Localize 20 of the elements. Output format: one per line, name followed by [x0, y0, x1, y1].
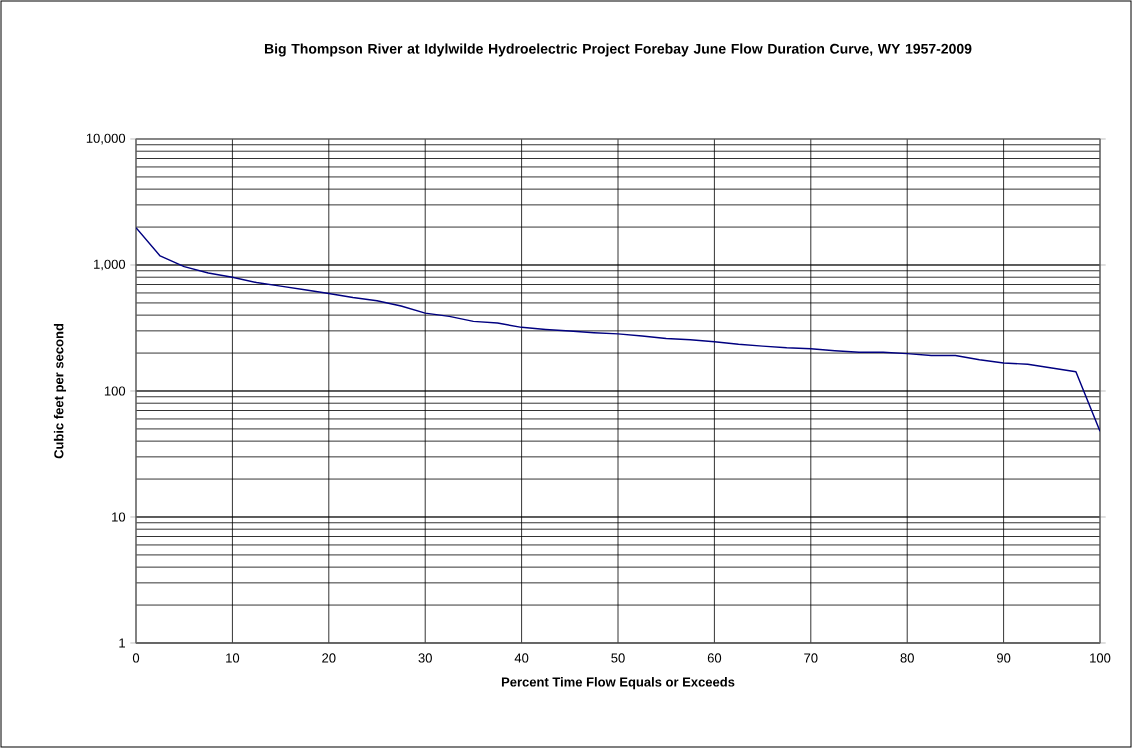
x-tick-label: 100 [1090, 653, 1111, 663]
x-tick-label: 80 [900, 653, 914, 663]
y-axis-title: Cubic feet per second [53, 323, 67, 459]
y-tick-label: 1,000 [94, 259, 126, 271]
x-tick-label: 60 [707, 653, 722, 663]
x-tick-label: 30 [418, 653, 432, 663]
x-tick-label: 20 [322, 653, 336, 663]
y-tick-label: 1 [119, 638, 125, 648]
x-tick-label: 40 [514, 653, 529, 663]
x-tick-label: 70 [804, 653, 818, 663]
x-axis-title: Percent Time Flow Equals or Exceeds [501, 677, 735, 690]
x-tick-label: 50 [611, 653, 625, 663]
y-tick-label: 10 [112, 512, 126, 522]
line-series [136, 226, 1101, 432]
x-tick-label: 0 [132, 653, 140, 663]
x-tick-label: 10 [226, 653, 240, 663]
chart-title: Big Thompson River at Idylwilde Hydroelectric Project Forebay June Flow Duration Curve, WY 1957-2009 [264, 43, 972, 57]
x-tick-label: 90 [996, 653, 1011, 663]
y-tick-label: 100 [104, 386, 126, 396]
y-tick-label: 10,000 [86, 133, 126, 145]
